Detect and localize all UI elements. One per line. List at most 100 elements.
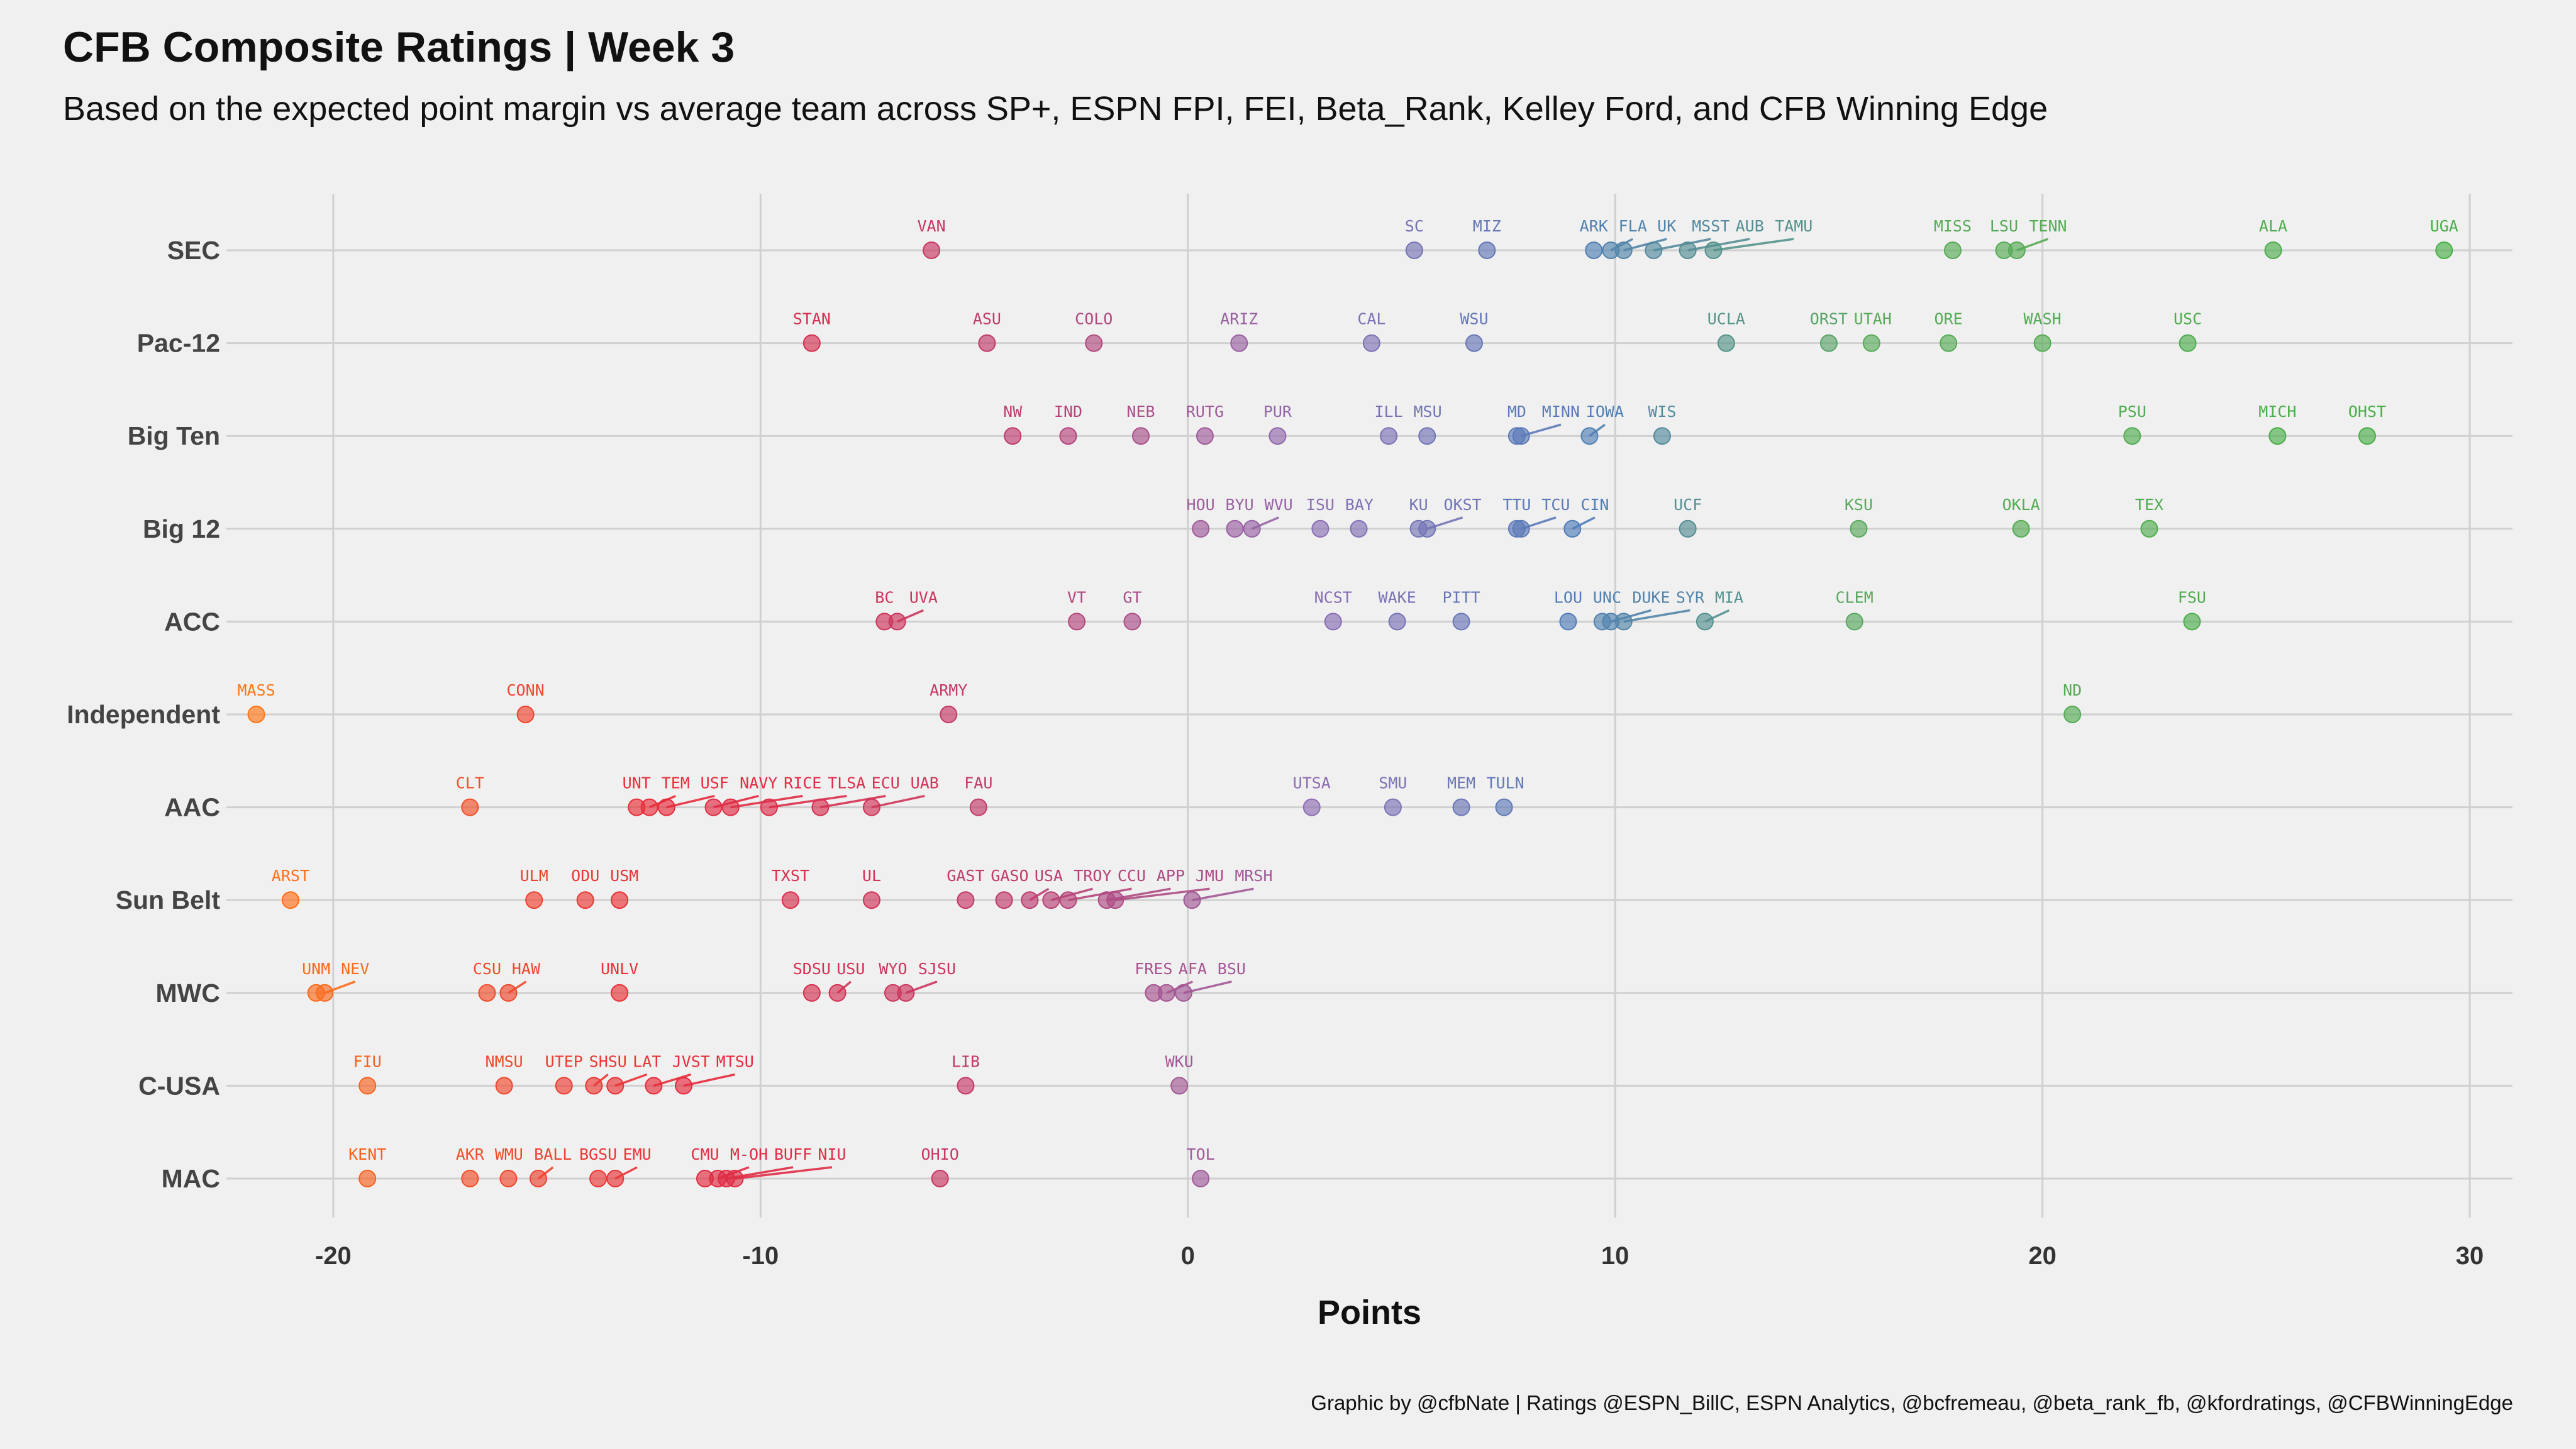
x-tick-label: -10 (742, 1242, 779, 1270)
y-tick-label: MAC (162, 1164, 220, 1193)
team-point (1059, 427, 1077, 445)
label-leader (1192, 887, 1254, 901)
team-label: JVST (672, 1052, 710, 1070)
team-label: TEX (2135, 496, 2163, 514)
team-label: HAW (512, 960, 541, 978)
team-point (1850, 519, 1868, 538)
team-label: UL (862, 867, 881, 885)
team-label: MIZ (1473, 217, 1501, 235)
team-label: FAU (964, 774, 992, 792)
team-label: ULM (520, 867, 548, 885)
x-tick-label: 0 (1181, 1242, 1195, 1270)
team-point (2063, 706, 2082, 723)
team-label: MSST (1692, 217, 1729, 235)
team-label: EMU (623, 1145, 652, 1163)
team-label: PSU (2118, 402, 2146, 421)
y-tick-label: MWC (156, 979, 220, 1008)
team-point (1042, 891, 1060, 909)
team-point (1614, 613, 1633, 631)
y-tick-label: Independent (67, 700, 220, 729)
team-point (957, 1077, 975, 1095)
team-point (704, 798, 723, 816)
team-label: NEB (1126, 402, 1155, 421)
team-label: RUTG (1186, 402, 1224, 421)
team-label: WIS (1648, 402, 1676, 421)
x-axis-title: Points (1318, 1294, 1421, 1331)
team-label: WKU (1165, 1052, 1194, 1070)
team-label: NMSU (486, 1052, 523, 1070)
team-point (525, 891, 543, 909)
team-point (1585, 242, 1603, 259)
team-point (576, 891, 594, 909)
team-label: CONN (506, 681, 544, 699)
team-point (897, 984, 915, 1002)
team-label: GT (1123, 588, 1141, 606)
team-point (1819, 334, 1838, 352)
team-label: BAY (1345, 496, 1374, 514)
team-label: UNLV (601, 960, 638, 978)
team-point (2179, 334, 2197, 352)
team-label: ORE (1935, 310, 1963, 328)
team-point (499, 984, 518, 1002)
team-point (1862, 334, 1880, 352)
team-label: MIA (1715, 588, 1743, 606)
team-point (1004, 427, 1022, 445)
team-label: USA (1035, 867, 1063, 885)
team-point (1452, 798, 1470, 816)
team-label: TLSA (828, 774, 865, 792)
team-point (461, 1170, 479, 1187)
team-point (1243, 519, 1261, 538)
team-point (781, 891, 799, 909)
team-label: NAVY (740, 774, 777, 792)
team-point (888, 613, 906, 631)
team-label: IND (1054, 402, 1082, 421)
team-point (1362, 334, 1380, 352)
team-label: LAT (633, 1052, 661, 1070)
team-point (802, 984, 821, 1002)
team-label: UCLA (1707, 310, 1745, 328)
team-label: ILL (1374, 402, 1402, 421)
team-point (1123, 613, 1141, 631)
team-label: MTSU (716, 1052, 754, 1070)
label-leader (1115, 887, 1210, 901)
team-label: MEM (1447, 774, 1475, 792)
team-point (555, 1077, 573, 1095)
team-point (1324, 613, 1342, 631)
team-point (1495, 798, 1513, 816)
team-label: USF (701, 774, 729, 792)
team-point (1418, 519, 1436, 538)
team-point (1418, 427, 1436, 445)
team-point (1174, 984, 1192, 1002)
team-label: ARK (1580, 217, 1608, 235)
team-label: KU (1409, 496, 1428, 514)
team-label: NEV (341, 960, 369, 978)
team-label: ODU (571, 867, 599, 885)
team-point (862, 891, 880, 909)
x-tick-label: -20 (315, 1242, 352, 1270)
team-label: TROY (1074, 867, 1111, 885)
team-point (2012, 519, 2030, 538)
team-point (1230, 334, 1248, 352)
team-label: WMU (495, 1145, 523, 1163)
label-leader (1623, 609, 1690, 623)
team-point (2358, 427, 2376, 445)
team-label: MD (1507, 402, 1526, 421)
label-leader (735, 1166, 833, 1180)
team-label: APP (1157, 867, 1185, 885)
team-label: UGA (2430, 217, 2458, 235)
team-point (1679, 519, 1697, 538)
team-label: OKLA (2002, 496, 2040, 514)
team-label: WASH (2024, 310, 2062, 328)
team-point (1645, 242, 1663, 259)
team-point (1157, 984, 1175, 1002)
team-point (645, 1077, 663, 1095)
team-label: MINN (1542, 402, 1580, 421)
team-label: SJSU (918, 960, 956, 978)
team-label: CMU (691, 1145, 719, 1163)
team-label: CIN (1580, 496, 1609, 514)
team-point (1696, 613, 1714, 631)
y-tick-label: Big Ten (128, 421, 220, 450)
team-label: HOU (1187, 496, 1215, 514)
team-point (1021, 891, 1039, 909)
team-point (2435, 242, 2453, 259)
